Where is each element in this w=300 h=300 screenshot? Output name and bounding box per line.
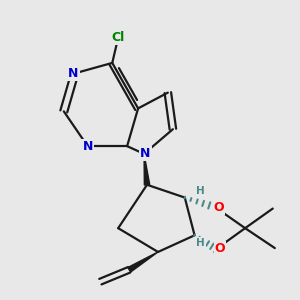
- Text: N: N: [82, 140, 93, 153]
- Text: O: O: [214, 201, 224, 214]
- Text: H: H: [196, 238, 205, 248]
- Polygon shape: [144, 154, 150, 185]
- Text: N: N: [68, 67, 79, 80]
- Text: N: N: [140, 147, 151, 161]
- Polygon shape: [128, 252, 158, 272]
- Text: Cl: Cl: [112, 31, 125, 44]
- Text: O: O: [214, 242, 225, 256]
- Text: H: H: [196, 186, 205, 196]
